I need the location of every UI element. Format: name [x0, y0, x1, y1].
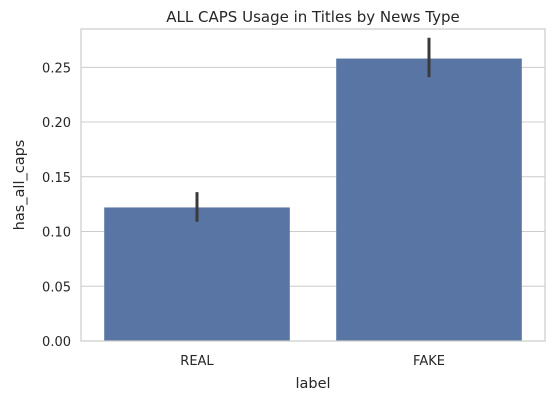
y-tick-label: 0.10	[42, 226, 71, 241]
plot-frame	[80, 28, 546, 342]
y-tick-labels: 0.00 0.05 0.10 0.15 0.20 0.25	[42, 61, 71, 350]
y-tick-label: 0.20	[42, 116, 71, 131]
bars	[104, 58, 522, 342]
x-tick-labels: REAL FAKE	[180, 354, 445, 369]
y-tick-label: 0.15	[42, 171, 71, 186]
y-tick-label: 0.25	[42, 61, 71, 76]
x-axis-label: label	[295, 376, 330, 392]
bar-real	[104, 207, 290, 341]
y-tick-label: 0.05	[42, 280, 71, 295]
y-axis-label: has_all_caps	[12, 140, 28, 231]
bar-fake	[336, 58, 522, 342]
chart-title: ALL CAPS Usage in Titles by News Type	[166, 8, 459, 26]
x-tick-label: REAL	[180, 354, 214, 369]
y-tick-label: 0.00	[42, 335, 71, 350]
error-bars	[195, 37, 431, 222]
x-tick-label: FAKE	[413, 354, 445, 369]
